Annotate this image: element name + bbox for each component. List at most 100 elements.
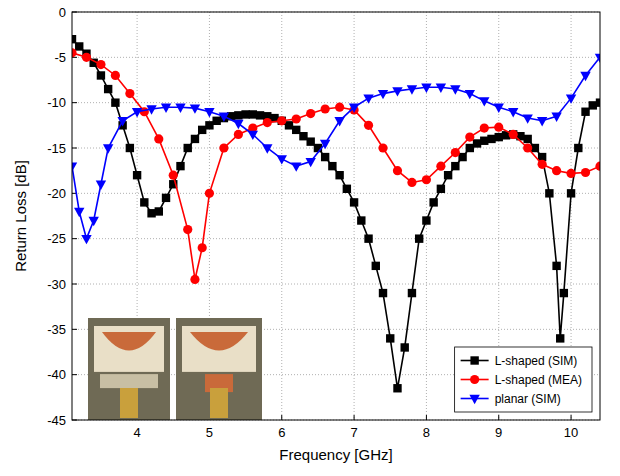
point <box>589 101 597 109</box>
radiator <box>102 332 156 351</box>
point <box>378 90 388 99</box>
point <box>133 171 141 179</box>
point <box>132 108 142 117</box>
point <box>162 194 170 202</box>
point <box>104 85 112 93</box>
point <box>140 198 148 206</box>
point <box>523 135 531 143</box>
grid-line <box>72 57 600 58</box>
point <box>537 117 547 126</box>
point <box>487 135 495 143</box>
point <box>422 175 431 184</box>
legend-marker <box>469 395 479 404</box>
point <box>343 185 351 193</box>
point <box>372 262 380 270</box>
tick <box>72 148 77 149</box>
point <box>595 54 600 63</box>
point <box>277 155 287 164</box>
chart: -45-40-35-30-25-20-15-10-5045678910Frequ… <box>0 0 620 476</box>
point <box>169 171 178 180</box>
point <box>357 216 365 224</box>
point <box>538 160 547 169</box>
point <box>75 42 83 50</box>
point <box>306 137 314 145</box>
point <box>479 97 489 106</box>
tick-label: -25 <box>47 231 66 246</box>
point <box>378 143 387 152</box>
point <box>96 181 106 190</box>
point <box>256 111 264 119</box>
point <box>96 60 105 69</box>
point <box>161 104 171 113</box>
point <box>480 123 489 132</box>
point <box>401 343 409 351</box>
x-axis-title: Frequency [GHz] <box>279 446 392 463</box>
point <box>421 84 431 93</box>
tick-label: -20 <box>47 186 66 201</box>
point <box>204 108 214 117</box>
point <box>509 130 517 138</box>
inset-photo <box>88 318 170 420</box>
point <box>219 113 229 122</box>
tick-label: -35 <box>47 322 66 337</box>
point <box>88 217 98 226</box>
tick-label: -5 <box>54 50 66 65</box>
point <box>126 144 134 152</box>
point <box>248 131 258 140</box>
point <box>321 153 329 161</box>
point <box>147 209 155 217</box>
point <box>335 171 343 179</box>
point <box>146 105 156 114</box>
tick-label: 5 <box>206 425 213 440</box>
point <box>277 116 286 125</box>
series-line <box>72 53 600 280</box>
point <box>415 234 423 242</box>
point <box>393 166 402 175</box>
tick <box>571 415 572 420</box>
point <box>103 144 113 153</box>
point <box>191 135 199 143</box>
point <box>249 110 257 118</box>
point <box>183 225 192 234</box>
point <box>111 98 119 106</box>
substrate <box>94 326 164 372</box>
point <box>408 289 416 297</box>
point <box>444 171 452 179</box>
series-line <box>72 39 600 388</box>
point <box>466 144 474 152</box>
point <box>97 71 105 79</box>
tick-label: -30 <box>47 277 66 292</box>
grid-line <box>281 12 282 420</box>
point <box>465 90 475 99</box>
point <box>198 126 206 134</box>
point <box>566 169 575 178</box>
inset-photos <box>88 318 262 420</box>
point <box>407 178 416 187</box>
point <box>364 234 372 242</box>
point <box>292 126 300 134</box>
tick-label: -40 <box>47 367 66 382</box>
point <box>81 235 91 244</box>
point <box>523 143 532 152</box>
legend-label: L-shaped (SIM) <box>495 354 578 368</box>
point <box>451 148 460 157</box>
point <box>334 117 344 126</box>
point <box>72 48 77 57</box>
point <box>184 144 192 152</box>
point <box>117 117 127 126</box>
connector <box>120 388 138 418</box>
tick-label: -45 <box>47 413 66 428</box>
point <box>278 117 286 125</box>
point <box>580 72 590 81</box>
tick-label: 10 <box>564 425 578 440</box>
point <box>234 130 243 139</box>
point <box>436 162 445 171</box>
point <box>321 104 330 113</box>
point <box>509 130 518 139</box>
connector <box>210 388 228 418</box>
point <box>349 104 359 113</box>
inset-photo <box>176 318 262 420</box>
tick <box>72 284 77 285</box>
point <box>552 262 560 270</box>
point <box>305 158 315 167</box>
